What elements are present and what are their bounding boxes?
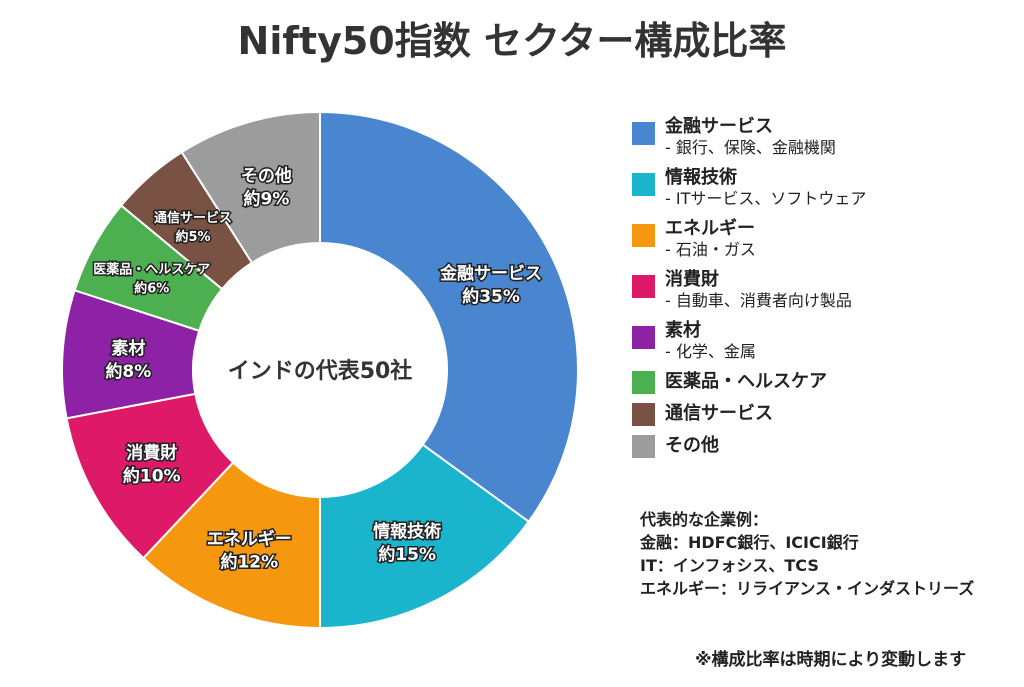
legend-name: エネルギー bbox=[665, 218, 755, 239]
legend-item: 通信サービス bbox=[632, 403, 866, 426]
slice-name-label: エネルギー bbox=[207, 530, 292, 550]
legend-item: 消費財 - 自動車、消費者向け製品 bbox=[632, 269, 866, 311]
legend-name: 通信サービス bbox=[665, 403, 773, 424]
legend-swatch bbox=[632, 275, 655, 298]
slice-value-label: 約35% bbox=[462, 286, 520, 307]
legend-name: 医薬品・ヘルスケア bbox=[665, 371, 827, 392]
legend-desc: - 銀行、保険、金融機関 bbox=[665, 138, 836, 157]
legend-desc: - 自動車、消費者向け製品 bbox=[665, 291, 852, 310]
company-examples: 代表的な企業例： 金融：HDFC銀行、ICICI銀行 IT：インフォシス、TCS… bbox=[640, 508, 974, 600]
legend-swatch bbox=[632, 224, 655, 247]
legend-swatch bbox=[632, 435, 655, 458]
legend-swatch bbox=[632, 371, 655, 394]
legend-name: 金融サービス bbox=[665, 116, 773, 137]
legend-item: 情報技術 - ITサービス、ソフトウェア bbox=[632, 167, 866, 209]
legend-item: 素材 - 化学、金属 bbox=[632, 320, 866, 362]
slice-name-label: 情報技術 bbox=[373, 521, 441, 542]
slice-0 bbox=[319, 110, 579, 524]
legend-name: 情報技術 bbox=[665, 167, 737, 188]
slice-value-label: 約8% bbox=[105, 361, 151, 382]
legend-swatch bbox=[632, 173, 655, 196]
footnote: ※構成比率は時期により変動します bbox=[695, 650, 967, 670]
slice-value-label: 約5% bbox=[175, 229, 210, 245]
slice-name-label: 通信サービス bbox=[154, 210, 232, 226]
legend-swatch bbox=[632, 326, 655, 349]
slice-1 bbox=[319, 443, 531, 630]
slice-name-label: その他 bbox=[241, 166, 292, 187]
slice-value-label: 約10% bbox=[123, 465, 181, 486]
slice-7 bbox=[180, 110, 321, 265]
legend-desc: - ITサービス、ソフトウェア bbox=[665, 189, 867, 208]
legend: 金融サービス - 銀行、保険、金融機関 情報技術 - ITサービス、ソフトウェア エネル… bbox=[632, 116, 866, 467]
slice-value-label: 約9% bbox=[243, 189, 289, 210]
legend-item: その他 bbox=[632, 435, 866, 458]
legend-desc: - 石油・ガス bbox=[665, 240, 756, 259]
slice-value-label: 約15% bbox=[378, 544, 436, 565]
slice-name-label: 素材 bbox=[111, 338, 145, 359]
examples-heading: 代表的な企業例： bbox=[640, 510, 769, 529]
legend-name: 消費財 bbox=[665, 269, 719, 290]
legend-desc: - 化学、金属 bbox=[665, 342, 756, 361]
chart-title: Nifty50指数 セクター構成比率 bbox=[237, 19, 787, 63]
center-label: インドの代表50社 bbox=[228, 358, 413, 384]
example-line: IT：インフォシス、TCS bbox=[640, 556, 819, 575]
legend-swatch bbox=[632, 403, 655, 426]
example-line: エネルギー：リライアンス・インダストリーズ bbox=[640, 579, 975, 598]
slice-name-label: 消費財 bbox=[126, 442, 177, 463]
legend-swatch bbox=[632, 122, 655, 145]
slice-value-label: 約12% bbox=[220, 552, 278, 573]
slice-name-label: 金融サービス bbox=[439, 263, 542, 284]
legend-item: 医薬品・ヘルスケア bbox=[632, 371, 866, 394]
legend-item: 金融サービス - 銀行、保険、金融機関 bbox=[632, 116, 866, 158]
legend-name: その他 bbox=[665, 435, 719, 456]
example-line: 金融：HDFC銀行、ICICI銀行 bbox=[640, 533, 859, 552]
slice-value-label: 約6% bbox=[134, 281, 169, 297]
slice-name-label: 医薬品・ヘルスケア bbox=[93, 262, 210, 278]
legend-name: 素材 bbox=[665, 320, 701, 341]
legend-item: エネルギー - 石油・ガス bbox=[632, 218, 866, 260]
